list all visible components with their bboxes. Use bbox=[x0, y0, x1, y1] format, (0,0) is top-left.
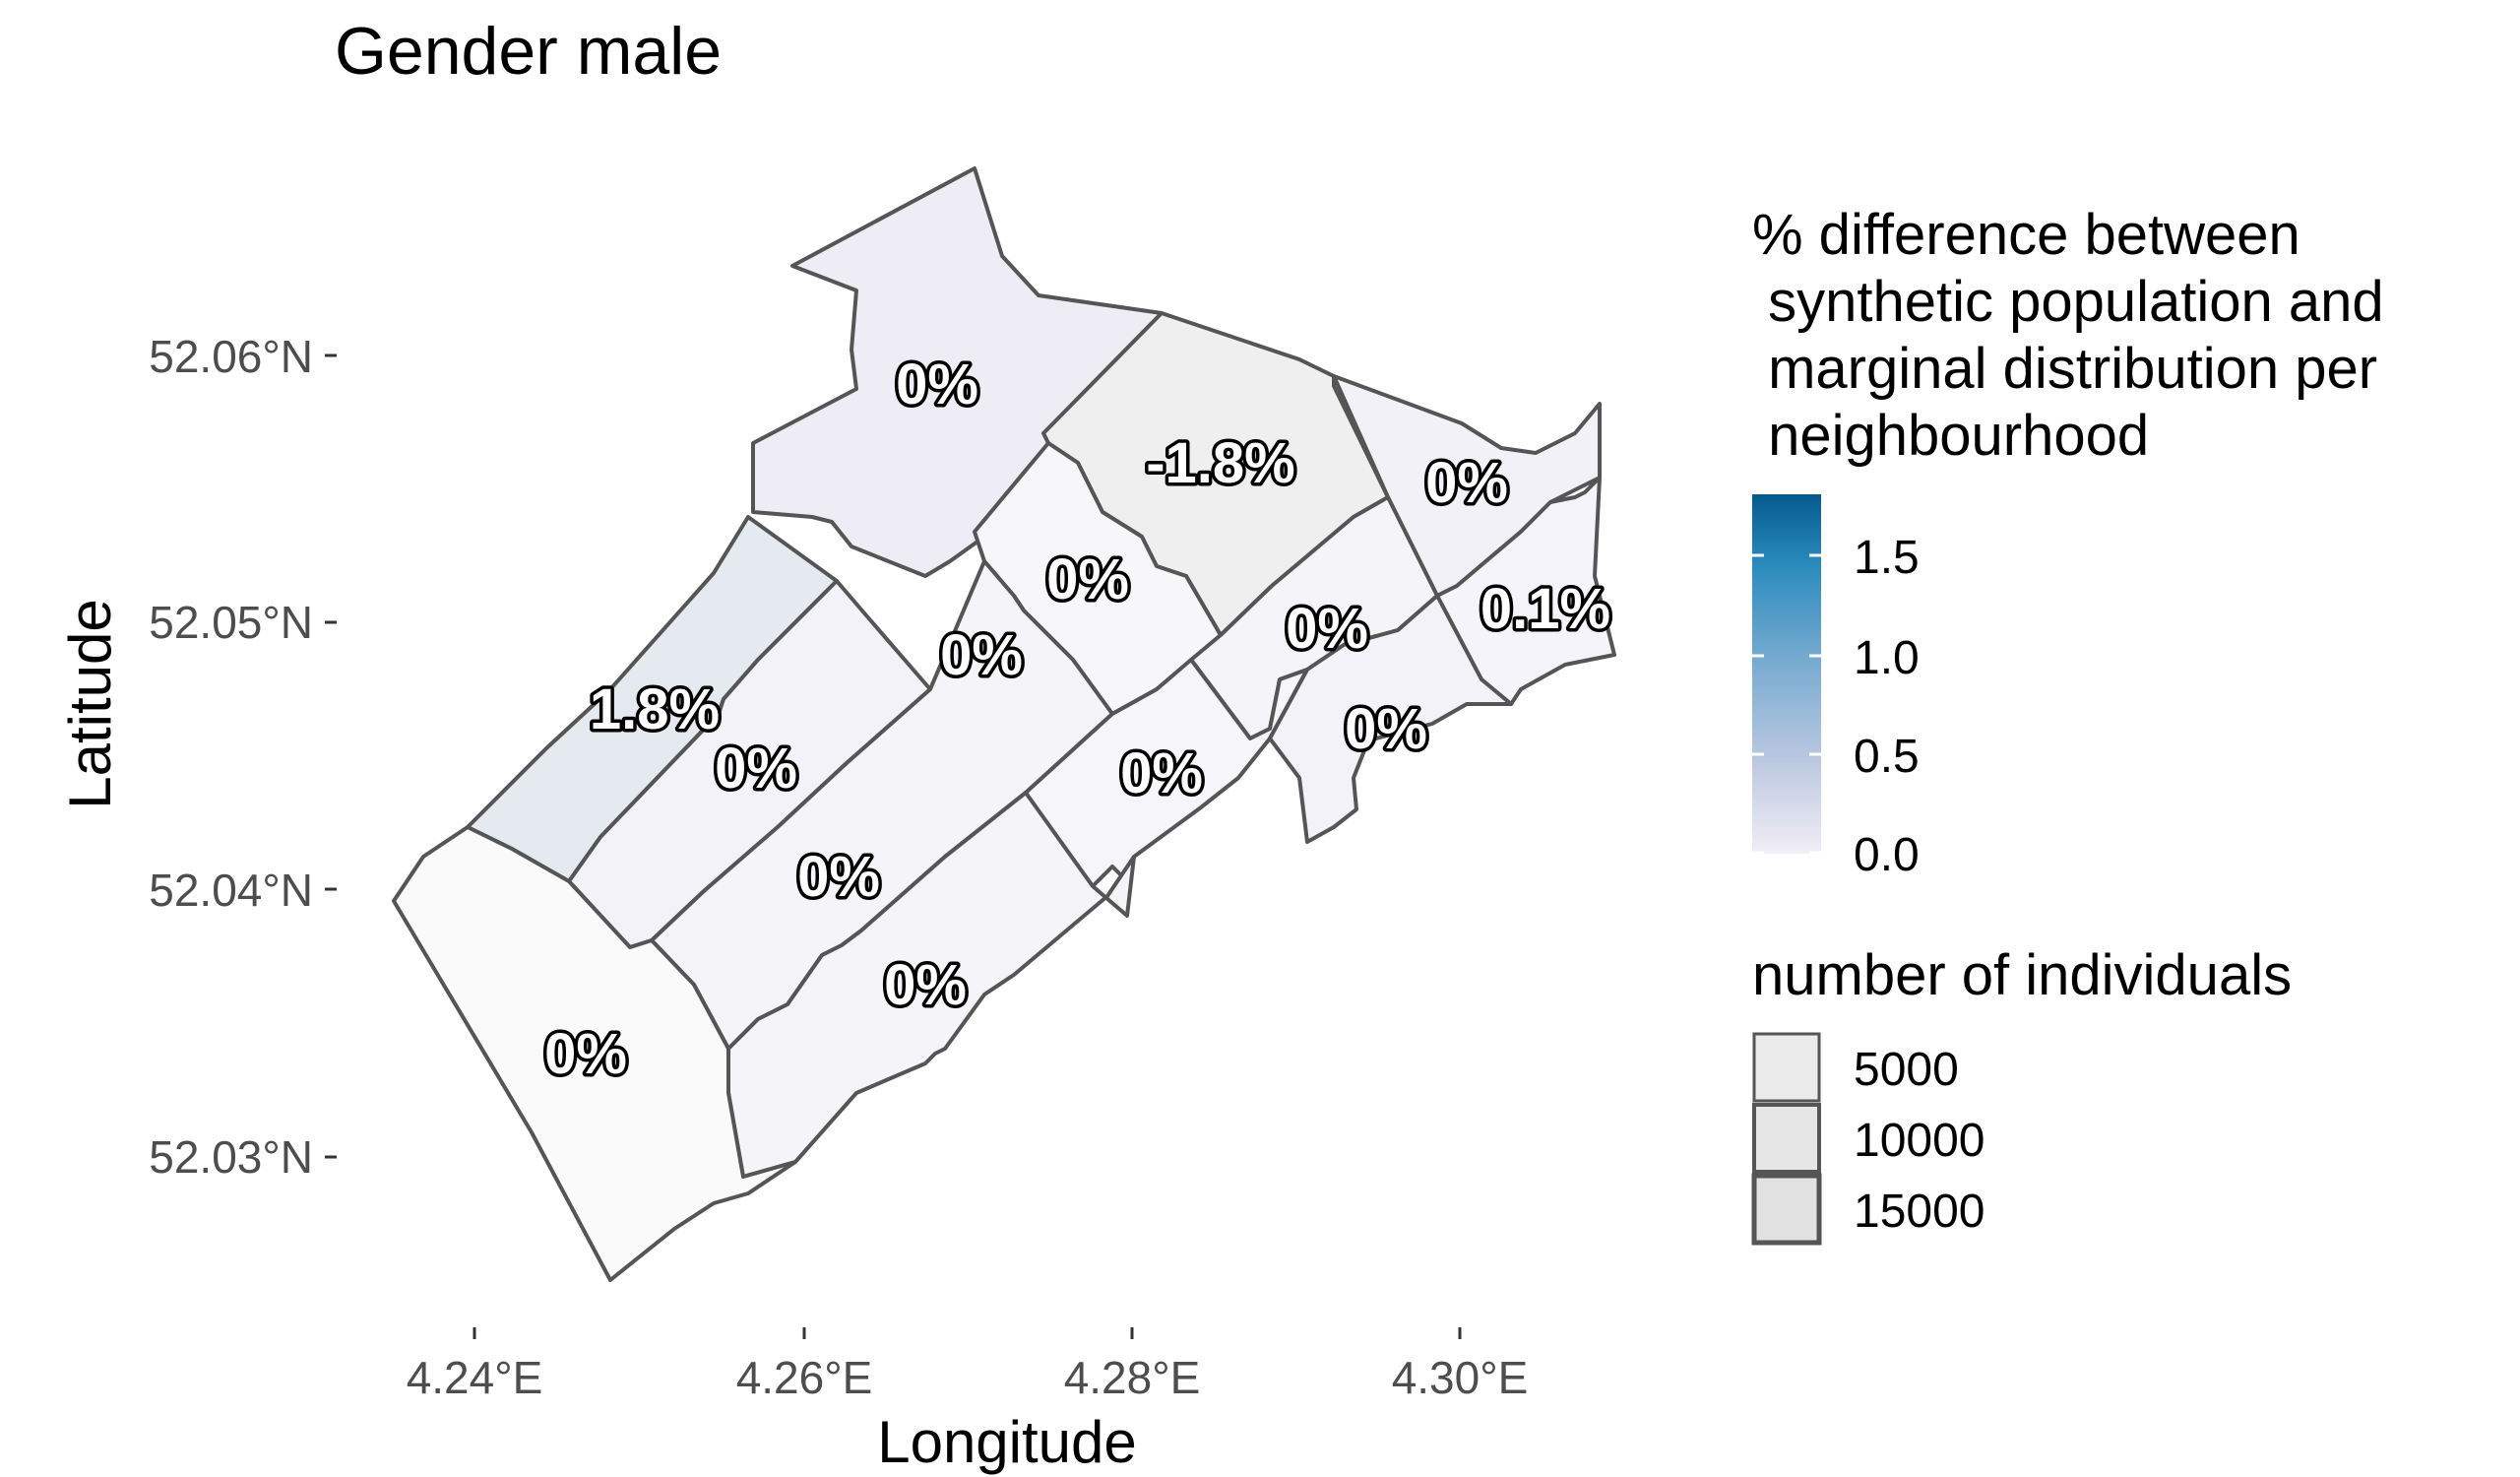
y-tick-label: 52.05°N bbox=[149, 597, 313, 648]
label-east: 0.1% bbox=[1480, 577, 1610, 641]
label-mid: 0% bbox=[940, 623, 1023, 687]
region-labels: 0% -1.8% 0% 0% 0% 0.1% 1.8% 0% 0% 0% 0% … bbox=[541, 350, 1614, 1090]
size-legend-key bbox=[1752, 1103, 1821, 1174]
plot-title: Gender male bbox=[335, 14, 722, 89]
color-legend-title-line: marginal distribution per bbox=[1752, 337, 2377, 401]
x-tick-label: 4.30°E bbox=[1392, 1352, 1529, 1403]
y-tick-label: 52.03°N bbox=[149, 1131, 313, 1183]
y-tick-label: 52.06°N bbox=[149, 331, 313, 382]
label-southeast: 0% bbox=[1345, 697, 1427, 761]
label-southeast-central: 0% bbox=[1120, 741, 1203, 805]
label-east-central: 0% bbox=[1286, 597, 1368, 661]
neighbourhood-south bbox=[726, 791, 1136, 1179]
y-tick-label: 52.04°N bbox=[149, 865, 313, 916]
color-legend-label: 0.5 bbox=[1854, 731, 1920, 783]
label-central-south: 0% bbox=[797, 845, 880, 909]
label-central: 0% bbox=[1046, 547, 1129, 611]
size-legend-key bbox=[1751, 1173, 1822, 1246]
x-tick-label: 4.28°E bbox=[1064, 1352, 1201, 1403]
neighbourhood-east bbox=[1435, 476, 1616, 706]
size-legend: number of individuals 5000 10000 15000 bbox=[1751, 943, 2292, 1246]
color-legend: % difference between synthetic populatio… bbox=[1752, 203, 2384, 881]
size-legend-label: 15000 bbox=[1854, 1186, 1984, 1238]
color-legend-label: 0.0 bbox=[1854, 829, 1920, 881]
neighbourhood-southwest bbox=[392, 825, 797, 1282]
color-legend-title-line: synthetic population and bbox=[1752, 270, 2384, 334]
color-legend-title-line: neighbourhood bbox=[1752, 404, 2149, 468]
color-legend-label: 1.5 bbox=[1854, 532, 1920, 584]
label-west-central: 0% bbox=[715, 737, 797, 801]
size-legend-label: 5000 bbox=[1854, 1044, 1959, 1096]
color-legend-title-line: % difference between bbox=[1752, 203, 2300, 267]
size-legend-label: 10000 bbox=[1854, 1115, 1984, 1167]
label-north: 0% bbox=[896, 353, 978, 417]
map-regions bbox=[392, 166, 1616, 1282]
x-tick-label: 4.26°E bbox=[736, 1352, 873, 1403]
label-northeast: 0% bbox=[1425, 451, 1508, 515]
neighbourhood-southeast bbox=[1268, 594, 1513, 844]
color-legend-label: 1.0 bbox=[1854, 632, 1920, 684]
color-legend-gradient-bar bbox=[1752, 494, 1821, 854]
x-tick-label: 4.24°E bbox=[407, 1352, 543, 1403]
y-axis: Latitude 52.06°N 52.05°N 52.04°N 52.03°N bbox=[57, 331, 337, 1183]
size-legend-key bbox=[1752, 1032, 1821, 1103]
label-south: 0% bbox=[884, 953, 967, 1017]
label-central-north: -1.8% bbox=[1146, 431, 1295, 495]
label-west: 1.8% bbox=[590, 677, 720, 741]
y-axis-title: Latitude bbox=[57, 599, 123, 809]
x-axis-title: Longitude bbox=[877, 1409, 1137, 1475]
size-legend-title: number of individuals bbox=[1752, 943, 2292, 1007]
label-southwest: 0% bbox=[544, 1022, 627, 1086]
x-axis: 4.24°E 4.26°E 4.28°E 4.30°E Longitude bbox=[407, 1327, 1529, 1475]
